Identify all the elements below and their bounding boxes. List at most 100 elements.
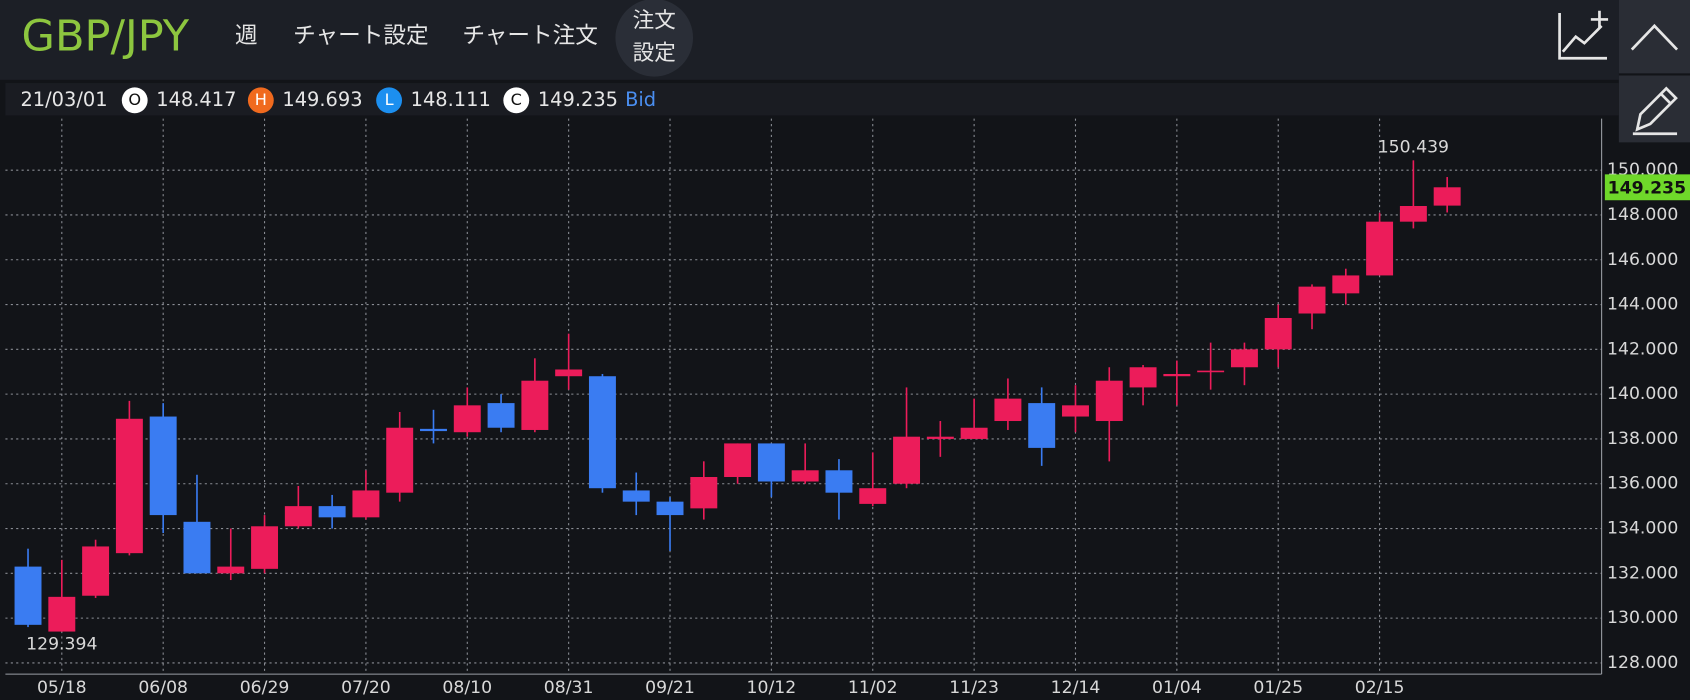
candle-body <box>859 488 887 504</box>
symbol-title[interactable]: GBP/JPY <box>22 11 190 61</box>
ohlc-value: 149.693 <box>282 88 362 111</box>
x-tick-label: 08/31 <box>544 678 594 698</box>
candle-body <box>724 443 752 478</box>
x-tick-label: 01/04 <box>1152 678 1202 698</box>
candle-body <box>284 506 312 527</box>
candle-body <box>149 416 177 516</box>
candle-body <box>1129 367 1157 388</box>
ohlc-letter: C <box>511 90 522 109</box>
low-annotation: 129.394 <box>26 635 97 655</box>
ohlc-badge <box>121 87 148 114</box>
candle-body <box>48 596 76 632</box>
x-tick-label: 01/25 <box>1253 678 1303 698</box>
candle-body <box>690 477 718 509</box>
x-tick-label: 08/10 <box>442 678 492 698</box>
candle-body <box>1230 349 1258 368</box>
collapse-button[interactable] <box>1618 0 1690 74</box>
ohlc-letter: O <box>128 90 141 109</box>
plot: 128.000 130.000 132.000 134.000 136.000 138.0… <box>5 118 1690 698</box>
y-tick-label: 138.000 <box>1607 429 1678 449</box>
candle-body <box>960 427 988 439</box>
candle-body <box>115 418 143 554</box>
candle-body <box>1298 286 1326 314</box>
x-tick-label: 02/15 <box>1355 678 1405 698</box>
candle-body <box>386 427 414 493</box>
candle-body <box>420 428 447 432</box>
ohlc-value: 149.235 <box>538 88 618 111</box>
candle-body <box>183 521 211 574</box>
y-tick-label: 144.000 <box>1607 295 1678 315</box>
x-tick-label: 12/14 <box>1051 678 1101 698</box>
x-tick-label: 11/02 <box>848 678 898 698</box>
chart-settings-button[interactable]: チャート設定 <box>293 23 428 49</box>
candle-body <box>555 369 583 377</box>
candle-body <box>757 443 785 482</box>
ohlc-badge <box>247 87 274 114</box>
candle-body <box>926 436 954 439</box>
candle-body <box>1366 221 1394 276</box>
candle-body <box>352 490 380 518</box>
y-tick-label: 128.000 <box>1607 653 1678 673</box>
quote-type: Bid <box>625 88 656 111</box>
order-settings-line[interactable]: 注文 <box>633 9 676 34</box>
candle-body <box>825 470 853 493</box>
period-button[interactable]: 週 <box>235 23 258 49</box>
candle-body <box>453 405 481 433</box>
ohlc-badge <box>376 87 403 114</box>
candle-body <box>994 398 1022 422</box>
ohlc-value: 148.111 <box>411 88 491 111</box>
candle-body <box>622 490 650 502</box>
info-bar <box>5 83 1619 116</box>
candle-body <box>217 566 245 574</box>
candle-body <box>1197 370 1225 373</box>
candle-body <box>521 380 549 430</box>
y-tick-label: 146.000 <box>1607 250 1678 270</box>
y-tick-label: 142.000 <box>1607 339 1678 359</box>
x-tick-label: 11/23 <box>949 678 999 698</box>
y-tick-label: 132.000 <box>1607 563 1678 583</box>
ohlc-value: 148.417 <box>156 88 236 111</box>
chart-order-button[interactable]: チャート注文 <box>462 23 597 49</box>
candle-body <box>1433 187 1461 206</box>
high-annotation: 150.439 <box>1378 137 1449 157</box>
candle-body <box>1062 405 1089 417</box>
ohlc-letter: L <box>385 90 394 109</box>
order-settings-bg[interactable] <box>615 0 694 77</box>
y-tick-label: 140.000 <box>1607 384 1678 404</box>
x-tick-label: 05/18 <box>37 678 87 698</box>
candle-body <box>1163 373 1191 377</box>
candle-body <box>14 566 42 625</box>
candle-body <box>1332 275 1360 294</box>
candle-body <box>1264 317 1292 350</box>
price-tag <box>1604 174 1690 201</box>
candle-body <box>656 501 684 516</box>
candle-body <box>251 526 279 569</box>
chevron-up-icon[interactable] <box>1630 23 1679 51</box>
ohlc-letter: H <box>255 90 267 109</box>
candle-body <box>588 376 616 489</box>
candle-body <box>893 436 921 484</box>
indicator-add-icon[interactable] <box>1558 10 1609 60</box>
candle-body <box>487 403 515 428</box>
ohlc-badge <box>503 87 530 114</box>
x-tick-label: 06/08 <box>138 678 188 698</box>
y-tick-label: 134.000 <box>1607 519 1678 539</box>
draw-button[interactable] <box>1618 75 1690 143</box>
price-tag-label: 149.235 <box>1608 178 1687 198</box>
y-tick-label: 136.000 <box>1607 474 1678 494</box>
candle-body <box>791 470 819 482</box>
candle-body <box>82 546 110 596</box>
candle-body <box>318 506 346 518</box>
x-tick-label: 07/20 <box>341 678 391 698</box>
pencil-icon[interactable] <box>1632 86 1678 136</box>
candle-body <box>1095 380 1123 422</box>
x-tick-label: 09/21 <box>645 678 695 698</box>
candle-body <box>1028 403 1056 448</box>
order-settings-line[interactable]: 設定 <box>633 41 676 66</box>
x-tick-label: 10/12 <box>747 678 797 698</box>
header-bar <box>0 0 1619 80</box>
ohlc-readout: O 148.417 H 149.693 L 148.111 C 149.235 <box>121 87 618 114</box>
x-tick-label: 06/29 <box>240 678 290 698</box>
